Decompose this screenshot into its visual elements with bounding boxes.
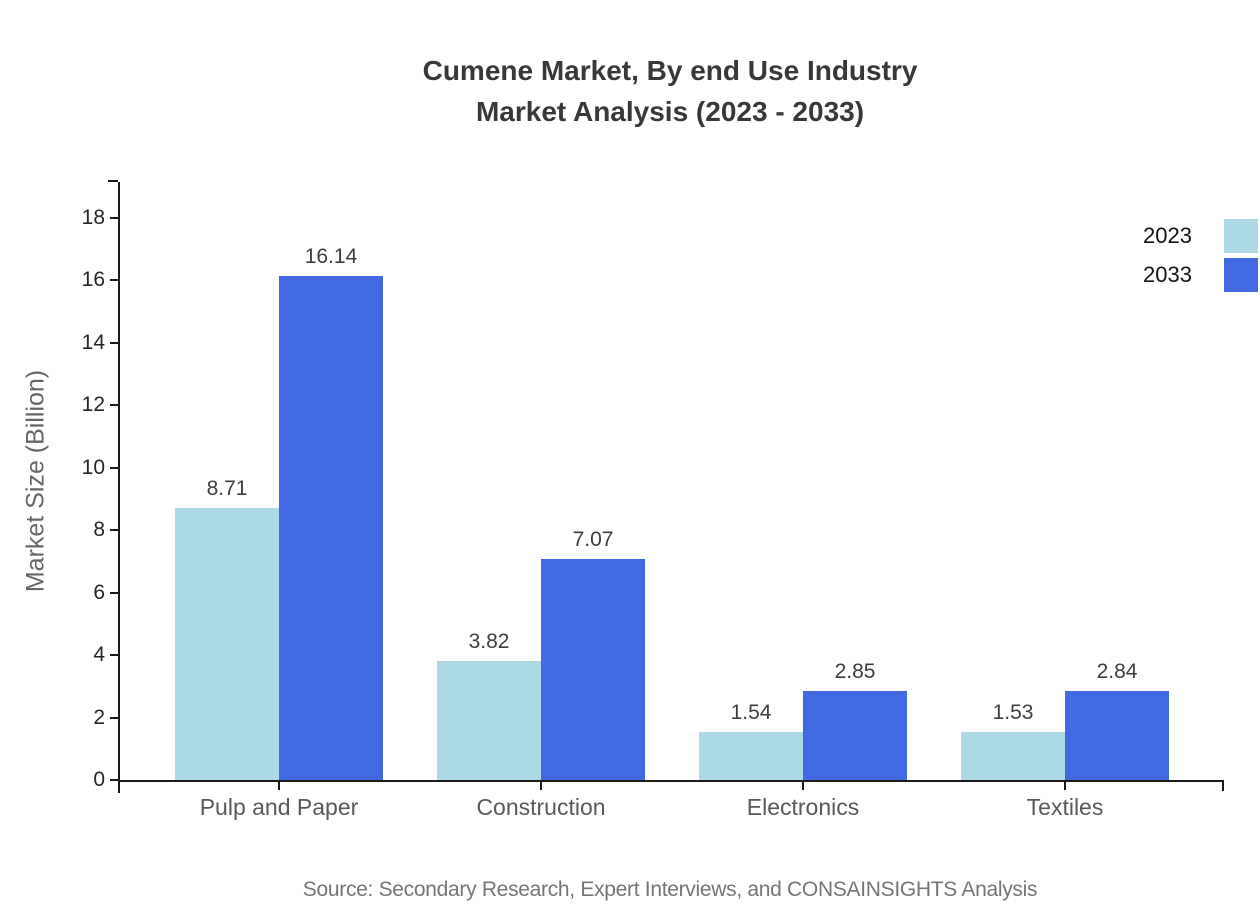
y-tick-14: 14 [65,331,120,355]
legend: 2023 2033 [1143,219,1258,297]
y-tick-mark [110,529,120,532]
bar-col-2023-pulp-and-paper: 8.71 [175,477,279,780]
bar-group-construction: 3.82 7.07 Construction [437,182,645,820]
legend-swatch-2023 [1224,219,1258,253]
bar-col-2033-textiles: 2.84 [1065,660,1169,780]
y-tick-16: 16 [65,268,120,292]
bar-value-label: 1.54 [730,700,772,724]
plot-area: 0 2 4 6 8 10 12 14 16 18 8.71 16.14 Pulp and Paper 3… [82,180,1224,820]
source-note: Source: Secondary Research, Expert Inter… [302,878,1038,901]
y-tick-8: 8 [65,518,120,542]
y-tick-label: 18 [81,206,105,229]
y-tick-label: 4 [93,643,105,667]
chart-title: Cumene Market, By end Use Industry Marke… [118,50,1222,132]
y-tick-mark [110,591,120,594]
bar-value-label: 2.85 [834,660,876,683]
y-tick-6: 6 [65,581,120,605]
y-tick-0: 0 [65,768,120,792]
bar-2023-construction [437,660,541,780]
x-tick-mark [802,780,804,790]
bar-2023-electronics [699,731,803,780]
bar-2033-pulp-and-paper [279,276,383,780]
x-axis-start-tick [118,780,120,793]
x-category-label-construction: Construction [476,794,606,820]
bar-2033-construction [541,559,645,780]
y-tick-label: 16 [81,268,105,292]
bar-col-2023-construction: 3.82 [437,630,541,780]
y-tick-label: 8 [93,518,105,542]
legend-item-2033: 2033 [1143,258,1258,292]
legend-label-2033: 2033 [1143,262,1192,287]
x-tick-mark [540,780,542,790]
chart-title-line2: Market Analysis (2023 - 2033) [475,96,865,127]
bar-2033-electronics [803,691,907,780]
bar-value-label: 2.84 [1096,660,1138,684]
bar-group-electronics: 1.54 2.85 Electronics [699,182,907,820]
y-tick-mark [110,654,120,657]
y-tick-2: 2 [65,706,120,730]
y-tick-mark [110,466,120,469]
y-tick-mark [110,279,120,282]
bar-2023-textiles [961,732,1065,780]
y-tick-mark [110,341,120,344]
y-tick-mark [110,217,120,219]
y-tick-mark [110,779,120,781]
y-axis-title: Market Size (Billion) [21,369,50,593]
y-tick-mark [110,716,120,719]
bar-value-label: 1.53 [992,701,1034,725]
bar-col-2033-construction: 7.07 [541,528,645,780]
x-category-label-pulp-and-paper: Pulp and Paper [199,794,359,820]
y-tick-label: 12 [81,393,105,417]
y-tick-12: 12 [65,393,120,417]
bar-col-2033-pulp-and-paper: 16.14 [279,245,383,780]
y-tick-label: 14 [81,330,105,354]
x-category-label-electronics: Electronics [746,794,860,820]
bar-value-label: 16.14 [304,245,358,269]
legend-label-2023: 2023 [1143,223,1192,248]
legend-swatch-2033 [1224,258,1258,292]
y-tick-4: 4 [65,643,120,667]
bar-col-2033-electronics: 2.85 [803,660,907,780]
y-tick-10: 10 [65,456,120,480]
legend-item-2023: 2023 [1143,219,1258,253]
bar-col-2023-electronics: 1.54 [699,701,803,780]
x-tick-mark [1064,780,1066,790]
bar-2033-textiles [1065,691,1169,780]
y-tick-mark [110,404,120,407]
y-tick-label: 2 [93,705,105,729]
bar-value-label: 8.71 [206,477,248,501]
bar-col-2023-textiles: 1.53 [961,701,1065,780]
chart-title-line1: Cumene Market, By end Use Industry [422,55,918,86]
bar-2023-pulp-and-paper [175,508,279,780]
x-axis-end-tick [1222,780,1224,791]
bar-group-textiles: 1.53 2.84 Textiles [961,182,1169,820]
bar-value-label: 7.07 [572,528,614,552]
bar-value-label: 3.82 [468,629,510,653]
x-category-label-textiles: Textiles [1026,794,1104,820]
bar-group-pulp-and-paper: 8.71 16.14 Pulp and Paper [175,182,383,820]
y-axis-end-tick [108,180,118,182]
x-tick-mark [278,780,280,790]
y-tick-18: 18 [65,206,120,230]
y-tick-label: 10 [81,455,105,479]
y-tick-label: 0 [93,768,105,791]
y-tick-label: 6 [93,580,105,604]
